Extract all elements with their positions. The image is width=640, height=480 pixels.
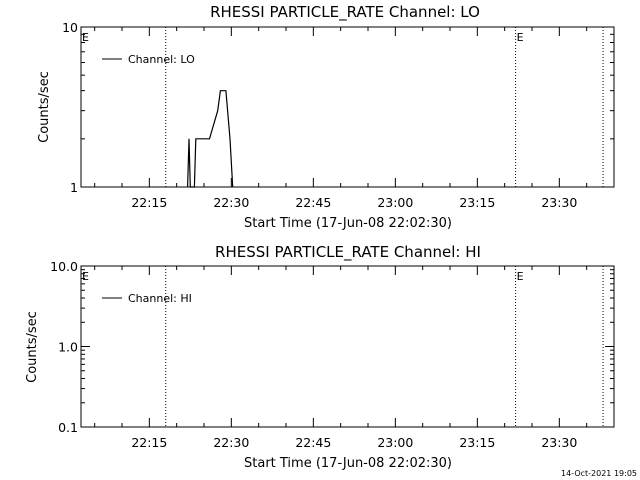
y-tick-label: 10.0 [50,259,78,274]
x-tick-label: 22:15 [131,195,167,210]
x-tick-label: 23:00 [377,435,413,450]
x-tick-label: 23:15 [459,435,495,450]
legend-label: Channel: LO [128,53,195,66]
y-axis-label: Counts/sec [37,71,52,143]
y-tick-label: 0.1 [58,420,78,435]
x-tick-label: 22:45 [295,435,331,450]
x-tick-label: 22:15 [131,435,167,450]
hi-channel-panel: RHESSI PARTICLE_RATE Channel: HI 22:15 22… [25,243,615,471]
event-marker: E [517,31,524,44]
x-axis-label: Start Time (17-Jun-08 22:02:30) [244,216,452,231]
x-tick-label: 23:30 [541,195,577,210]
lo-channel-panel: RHESSI PARTICLE_RATE Channel: LO 22:15 22… [37,3,615,231]
x-tick-label: 22:30 [213,435,249,450]
timestamp-text: 14-Oct-2021 19:05 [561,469,637,478]
series-line [187,90,234,188]
x-tick-label: 23:00 [377,195,413,210]
event-marker: E [82,270,89,283]
x-tick-label: 23:15 [459,195,495,210]
chart-title: RHESSI PARTICLE_RATE Channel: LO [210,3,480,22]
y-tick-label: 1 [70,180,78,195]
x-tick-label: 22:30 [213,195,249,210]
x-axis-label: Start Time (17-Jun-08 22:02:30) [244,456,452,471]
plot-frame [80,26,615,188]
y-tick-label: 1.0 [58,340,78,355]
x-tick-label: 22:45 [295,195,331,210]
legend-label: Channel: HI [128,292,192,305]
y-axis-label: Counts/sec [25,311,40,383]
y-tick-label: 10 [62,20,78,35]
chart-title: RHESSI PARTICLE_RATE Channel: HI [215,243,481,262]
event-marker: E [82,31,89,44]
x-tick-label: 23:30 [541,435,577,450]
event-marker: E [517,270,524,283]
